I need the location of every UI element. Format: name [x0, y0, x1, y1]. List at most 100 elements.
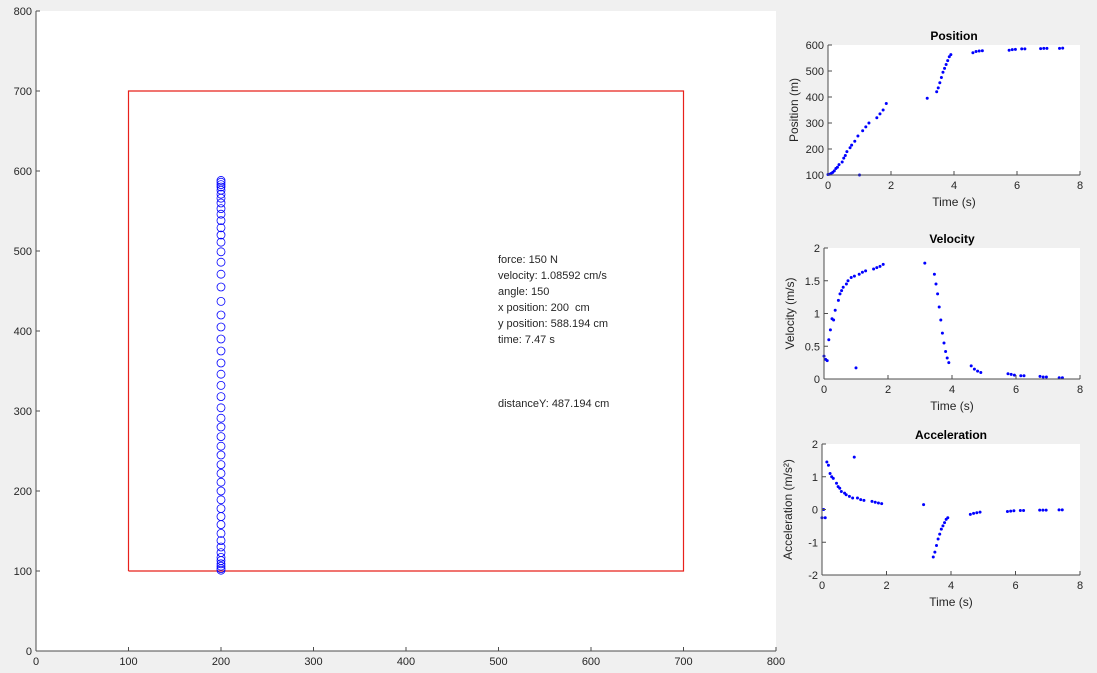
velocity-data-point: [849, 275, 853, 279]
position-data-point: [1039, 47, 1043, 51]
velocity-data-point: [932, 272, 936, 276]
acceleration-data-point: [826, 463, 830, 467]
boundary-box: [127, 90, 685, 572]
main-data-point: [216, 269, 226, 279]
acceleration-plot-area: [822, 444, 1080, 575]
main-data-point: [216, 495, 226, 505]
main-data-point: [216, 529, 226, 538]
main-x-tick-label: 300: [304, 656, 322, 668]
acceleration-y-label: Acceleration (m/s²): [781, 459, 795, 560]
force-readout: force: 150 N: [498, 254, 558, 266]
velocity-x-tick-label: 6: [1013, 384, 1019, 396]
position-plot-area: [828, 45, 1080, 175]
velocity-data-point: [860, 270, 864, 274]
velocity-data-point: [852, 274, 856, 278]
position-data-point: [1061, 46, 1065, 50]
acceleration-x-tick-label: 2: [883, 580, 889, 592]
acceleration-data-point: [1022, 508, 1026, 512]
position-x-tick-label: 6: [1014, 180, 1020, 192]
acceleration-data-point: [1057, 508, 1061, 512]
velocity-data-point: [945, 356, 949, 360]
main-data-point: [216, 422, 226, 432]
velocity-x-label: Time (s): [930, 399, 974, 413]
acceleration-data-point: [855, 496, 859, 500]
velocity-y-tick-label: 2: [814, 243, 820, 255]
velocity-data-point: [942, 341, 946, 345]
position-data-point: [1042, 46, 1046, 50]
position-data-point: [974, 50, 978, 53]
velocity-data-point: [836, 298, 840, 302]
acceleration-x-tick-label: 8: [1077, 580, 1083, 592]
acceleration-data-point: [876, 501, 880, 505]
main-data-point: [216, 441, 226, 451]
main-x-tick-label: 400: [397, 656, 415, 668]
acceleration-data-point: [835, 481, 839, 485]
main-data-point: [216, 542, 226, 552]
x-position-readout: x position: 200 cm: [498, 302, 590, 314]
velocity-data-point: [947, 361, 951, 365]
acceleration-data-point: [862, 498, 866, 502]
acceleration-y-tick-label: 0: [812, 505, 818, 517]
acceleration-data-point: [838, 486, 842, 490]
main-x-tick-label: 100: [119, 656, 137, 668]
acceleration-data-point: [873, 500, 877, 504]
velocity-data-point: [936, 292, 940, 296]
main-data-point: [216, 209, 226, 219]
velocity-data-point: [940, 331, 944, 335]
main-x-tick-label: 500: [489, 656, 507, 668]
acceleration-data-point: [946, 516, 950, 520]
main-data-point: [216, 358, 226, 368]
position-x-tick-label: 0: [825, 180, 831, 192]
velocity-data-point: [844, 282, 848, 286]
velocity-y-tick-label: 1.5: [805, 276, 820, 288]
position-title: Position: [930, 29, 977, 43]
position-data-point: [1010, 48, 1014, 52]
main-data-point: [216, 403, 226, 413]
position-data-point: [1007, 48, 1011, 52]
acceleration-data-point: [972, 511, 976, 515]
velocity-data-point: [934, 282, 938, 286]
position-y-tick-label: 400: [806, 92, 824, 104]
main-data-point: [216, 310, 226, 320]
velocity-data-point: [937, 305, 941, 309]
position-data-point: [944, 63, 948, 66]
velocity-axes: 0 2 4 6 8 0 0.5 1 1.5 2 Velocity Time (s) Velocity (…: [783, 232, 1083, 413]
position-data-point: [943, 66, 947, 70]
y-position-readout: y position: 588.194 cm: [498, 318, 608, 330]
velocity-data-point: [976, 369, 980, 373]
position-axes: 0 2 4 6 8 100 200 300 400 500 600 Position Time (s) P…: [787, 29, 1083, 209]
main-data-point: [216, 230, 226, 240]
position-y-tick-label: 600: [806, 40, 824, 52]
main-y-tick-label: 400: [14, 326, 32, 338]
velocity-data-point: [939, 318, 943, 322]
velocity-data-point: [979, 370, 983, 374]
velocity-data-point: [878, 264, 882, 268]
velocity-data-point: [841, 285, 845, 289]
position-data-point: [1013, 47, 1017, 51]
acceleration-data-point: [1012, 509, 1016, 513]
velocity-x-tick-label: 4: [949, 384, 955, 396]
velocity-x-tick-label: 0: [821, 384, 827, 396]
position-data-point: [939, 76, 943, 79]
acceleration-y-tick-label: -1: [808, 537, 818, 549]
main-data-point: [216, 450, 226, 460]
position-data-point: [1045, 46, 1049, 50]
main-data-point: [216, 380, 226, 390]
position-data-point: [848, 146, 852, 150]
acceleration-data-point: [1009, 509, 1013, 513]
velocity-data-point: [1022, 374, 1026, 378]
acceleration-title: Acceleration: [915, 428, 987, 442]
velocity-data-point: [1060, 376, 1064, 380]
angle-readout: angle: 150: [498, 286, 549, 298]
position-data-point: [935, 90, 939, 94]
velocity-data-point: [832, 318, 836, 322]
velocity-data-point: [838, 292, 842, 296]
position-data-point: [1020, 47, 1024, 51]
main-data-point: [216, 559, 226, 569]
velocity-data-point: [872, 267, 876, 271]
position-data-point: [861, 129, 865, 133]
position-data-point: [845, 150, 849, 154]
main-data-point: [216, 486, 226, 496]
acceleration-data-point: [1018, 508, 1022, 512]
